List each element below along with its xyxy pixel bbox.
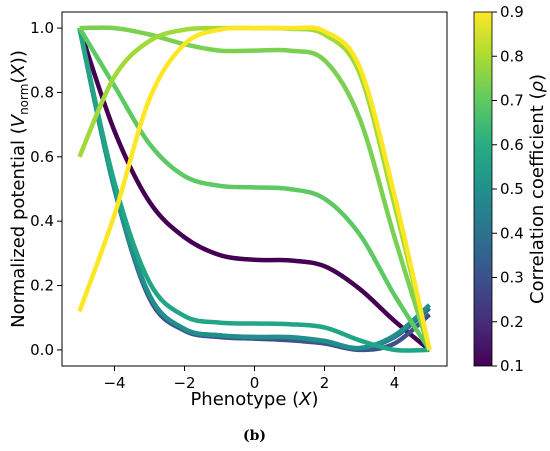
x-tick-label: −2 xyxy=(173,374,195,392)
series-line-rho-0-7 xyxy=(79,25,432,351)
colorbar-tick-label: 0.6 xyxy=(500,136,524,154)
x-tick-label: 4 xyxy=(390,374,400,392)
x-tick-label: −4 xyxy=(103,374,125,392)
colorbar-tick-label: 0.9 xyxy=(500,3,524,21)
y-axis-label: Normalized potential (Vnorm(X)) xyxy=(8,50,31,328)
x-axis-ticks: −4 −2 0 2 4 xyxy=(103,366,399,392)
x-tick-label: 2 xyxy=(320,374,330,392)
colorbar-tick-label: 0.3 xyxy=(500,269,524,287)
y-tick-label: 0.0 xyxy=(30,341,54,359)
y-tick-label: 0.4 xyxy=(30,212,54,230)
colorbar-tick-label: 0.1 xyxy=(500,357,524,375)
y-tick-label: 0.6 xyxy=(30,148,54,166)
series-line-rho-0-1 xyxy=(77,27,431,352)
colorbar-tick-label: 0.5 xyxy=(500,180,524,198)
y-tick-label: 0.2 xyxy=(30,277,54,295)
series-line-rho-0-6 xyxy=(77,26,432,352)
y-axis-ticks: 0.0 0.2 0.4 0.6 0.8 1.0 xyxy=(30,19,62,359)
y-tick-label: 1.0 xyxy=(30,19,54,37)
colorbar-tick-label: 0.2 xyxy=(500,313,524,331)
colorbar-tick-label: 0.8 xyxy=(500,47,524,65)
colorbar-label: Correlation coefficient (ρ) xyxy=(527,74,548,304)
colorbar-tick-label: 0.7 xyxy=(500,92,524,110)
x-axis-label: Phenotype (X) xyxy=(190,389,318,410)
figure-caption: (b) xyxy=(243,428,266,444)
y-tick-label: 0.8 xyxy=(30,83,54,101)
series-line-rho-0-5 xyxy=(77,27,430,353)
colorbar xyxy=(473,11,493,367)
x-tick-label: 0 xyxy=(250,374,260,392)
colorbar-ticks: 0.1 0.2 0.3 0.4 0.5 0.6 0.7 0.8 0.9 xyxy=(492,3,524,375)
series-line-rho-0-9 xyxy=(77,25,432,351)
colorbar-tick-label: 0.4 xyxy=(500,224,524,242)
series-layer xyxy=(77,25,432,353)
